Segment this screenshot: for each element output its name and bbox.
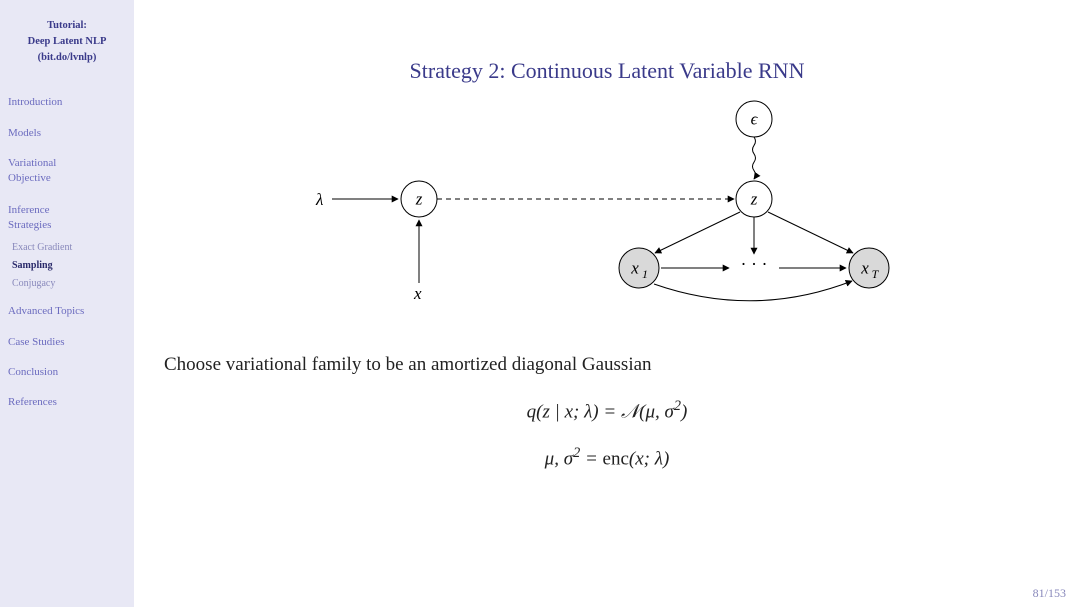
nav-inference-strategies[interactable]: Inference Strategies <box>8 203 126 234</box>
nav-conclusion[interactable]: Conclusion <box>8 365 126 379</box>
svg-text:· · ·: · · · <box>741 254 768 274</box>
nav-label: Strategies <box>8 218 126 233</box>
body-text: Choose variational family to be an amort… <box>164 354 1080 376</box>
svg-text:x: x <box>413 284 422 303</box>
nav-label: Variational <box>8 156 126 171</box>
page-number: 81/153 <box>1033 586 1066 601</box>
slide-title: Strategy 2: Continuous Latent Variable R… <box>134 58 1080 84</box>
diagram-svg: · · ·ϵzzx1xTλx <box>134 84 1080 324</box>
svg-text:z: z <box>750 190 758 209</box>
svg-text:x: x <box>860 259 869 278</box>
svg-text:λ: λ <box>315 190 323 209</box>
nav-case-studies[interactable]: Case Studies <box>8 335 126 349</box>
equation-2: μ, σ2 = enc(x; λ) <box>134 445 1080 470</box>
sidebar: Tutorial: Deep Latent NLP (bit.do/lvnlp)… <box>0 0 134 607</box>
equation-1: q(z | x; λ) = 𝒩(μ, σ2) <box>134 398 1080 423</box>
nav-sampling[interactable]: Sampling <box>12 259 126 272</box>
nav-models[interactable]: Models <box>8 126 126 140</box>
nav-introduction[interactable]: Introduction <box>8 95 126 109</box>
tutorial-title: Tutorial: Deep Latent NLP (bit.do/lvnlp) <box>8 18 126 65</box>
nav-advanced-topics[interactable]: Advanced Topics <box>8 304 126 318</box>
nav-label: Objective <box>8 171 126 186</box>
svg-text:1: 1 <box>642 267 648 281</box>
title-line-3: (bit.do/lvnlp) <box>8 50 126 66</box>
title-line-1: Tutorial: <box>8 18 126 34</box>
title-line-2: Deep Latent NLP <box>8 34 126 50</box>
svg-text:ϵ: ϵ <box>751 110 759 129</box>
nav-conjugacy[interactable]: Conjugacy <box>12 277 126 290</box>
slide-main: Strategy 2: Continuous Latent Variable R… <box>134 0 1080 607</box>
nav-label: Inference <box>8 203 126 218</box>
nav-references[interactable]: References <box>8 395 126 409</box>
graphical-model-diagram: · · ·ϵzzx1xTλx <box>134 84 1080 324</box>
svg-text:x: x <box>630 259 639 278</box>
nav-exact-gradient[interactable]: Exact Gradient <box>12 241 126 254</box>
nav-variational-objective[interactable]: Variational Objective <box>8 156 126 187</box>
svg-text:z: z <box>415 190 423 209</box>
